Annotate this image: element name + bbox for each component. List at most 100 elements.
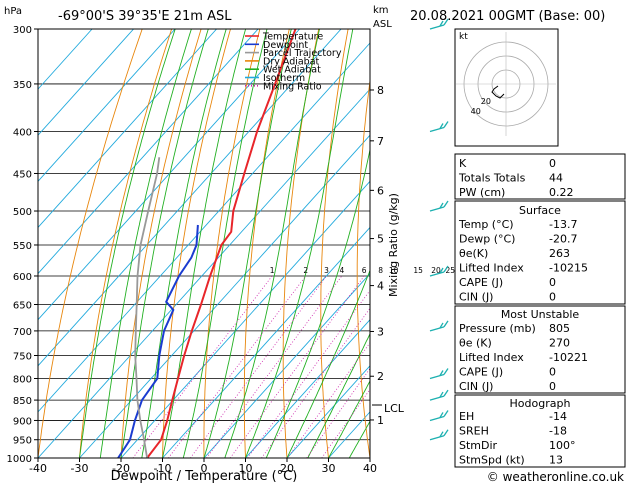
legend-label: Wet Adiabat: [263, 65, 321, 76]
mixing-ratio-line: [168, 275, 307, 458]
isotherm: [38, 29, 176, 183]
legend-label: Mixing Ratio: [263, 81, 322, 92]
wind-barb-flag: [443, 368, 449, 375]
isotherm: [120, 180, 370, 458]
legend-label: Dewpoint: [263, 40, 308, 51]
table-label: CAPE (J): [459, 366, 503, 379]
table-value: -14: [549, 410, 567, 423]
series-parcel-trajectory: [134, 157, 161, 458]
wind-barb-flag: [443, 429, 449, 437]
dry-adiabat: [320, 29, 349, 458]
wind-barbs: [429, 18, 449, 441]
table-value: -18: [549, 425, 567, 438]
wet-adiabat: [99, 29, 192, 458]
wet-adiabat: [141, 29, 227, 458]
wind-barb-flag: [443, 18, 449, 26]
isotherm: [38, 29, 217, 229]
dry-adiabat: [356, 77, 370, 458]
dry-adiabat: [79, 29, 173, 458]
table-label: Dewp (°C): [459, 233, 515, 246]
mixing-ratio-tick-label: 6: [362, 266, 367, 275]
pressure-tick-label: 900: [13, 416, 32, 427]
height-tick-label: 4: [377, 280, 384, 293]
pressure-tick-label: 750: [13, 351, 32, 362]
table-value: 263: [549, 247, 570, 260]
table-label: θe (K): [459, 337, 492, 350]
table-value: 13: [549, 454, 563, 467]
legend-label: Dry Adiabat: [263, 56, 320, 67]
hodograph-unit: kt: [459, 32, 468, 42]
dry-adiabat: [243, 29, 290, 458]
pressure-axis: 300 350 400 450 500 550 600 650 700 750 800 850 900 9…: [7, 25, 38, 465]
mixing-ratio-tick-label: 2: [303, 266, 308, 275]
mixing-ratio-line: [206, 275, 343, 458]
table-label: CIN (J): [459, 291, 493, 304]
mixing-ratio-line: [261, 307, 370, 458]
mixing-ratio-tick-label: 10: [389, 266, 399, 275]
hodograph-trace: [491, 85, 505, 99]
hodo-table-box: [454, 394, 626, 468]
wet-adiabat: [120, 29, 209, 458]
wind-barb-flag: [439, 412, 444, 418]
indices-tables: K 0 Totals Totals 44 PW (cm) 0.22 Surface Temp …: [454, 153, 626, 468]
mixing-ratio-tick-label: 4: [339, 266, 344, 275]
pressure-tick-label: 600: [13, 272, 32, 283]
unstable-title: Most Unstable: [501, 308, 580, 321]
mixing-ratio-tick-label: 20: [431, 266, 441, 275]
mixing-ratio-axis-label: Mixing Ratio (g/kg): [387, 193, 400, 297]
hodo-table-title: Hodograph: [510, 397, 571, 410]
temperature-tick-label: 20: [280, 462, 294, 475]
isotherm: [38, 29, 259, 275]
table-label: SREH: [459, 425, 489, 438]
pressure-tick-label: 450: [13, 169, 32, 180]
temperature-axis: -40 -30 -20 -10 0 10 20 30 40: [29, 458, 377, 475]
table-label: Temp (°C): [458, 218, 514, 231]
wet-adiabat: [286, 269, 370, 458]
legend-label: Temperature: [262, 32, 323, 43]
table-label: K: [459, 157, 467, 170]
table-value: 0.22: [549, 186, 574, 199]
isotherm: [38, 29, 134, 136]
wind-barb: [429, 373, 445, 380]
indices-box: [454, 153, 626, 200]
mixing-ratio-tick-label: 1: [270, 266, 275, 275]
wet-adiabat: [203, 29, 292, 458]
wind-barb-flag: [443, 320, 449, 328]
lcl-label: LCL: [384, 402, 405, 415]
mixing-ratio-line: [190, 275, 327, 458]
table-label: θe(K): [459, 247, 488, 260]
table-value: -20.7: [549, 233, 577, 246]
wind-barb-flag: [439, 431, 444, 438]
wind-barb: [429, 435, 445, 441]
mixing-ratio-line: [132, 275, 273, 458]
table-value: 0: [549, 157, 556, 170]
wind-barb-flag: [439, 391, 444, 398]
footer-credit: © weatheronline.co.uk: [487, 470, 624, 484]
table-label: Pressure (mb): [459, 322, 536, 335]
mixing-ratio-line: [287, 342, 370, 458]
wet-adiabat: [307, 332, 370, 458]
mixing-ratio-line: [229, 275, 365, 458]
mixing-ratio-tick-label: 15: [413, 266, 423, 275]
temperature-tick-label: 30: [322, 462, 336, 475]
wind-barb: [429, 326, 445, 332]
pressure-tick-label: 850: [13, 396, 32, 407]
dry-adiabat: [38, 29, 143, 458]
pressure-unit: hPa: [4, 6, 22, 17]
isotherm: [79, 134, 370, 458]
wind-barb: [429, 126, 445, 133]
asl-unit: ASL: [373, 19, 392, 30]
table-value: -10221: [549, 351, 588, 364]
mixing-ratio-line: [321, 388, 370, 458]
temperature-tick-label: 40: [363, 462, 377, 475]
wet-adiabat: [265, 147, 370, 458]
temperature-tick-label: -40: [29, 462, 47, 475]
pressure-tick-label: 950: [13, 436, 32, 447]
unstable-box: [454, 305, 626, 394]
isotherm: [245, 318, 370, 458]
pressure-tick-label: 550: [13, 241, 32, 252]
table-label: CIN (J): [459, 380, 493, 393]
pressure-tick-label: 350: [13, 80, 32, 91]
datetime-title: 20.08.2021 00GMT (Base: 00): [410, 9, 605, 24]
series-dewpoint: [117, 224, 199, 458]
